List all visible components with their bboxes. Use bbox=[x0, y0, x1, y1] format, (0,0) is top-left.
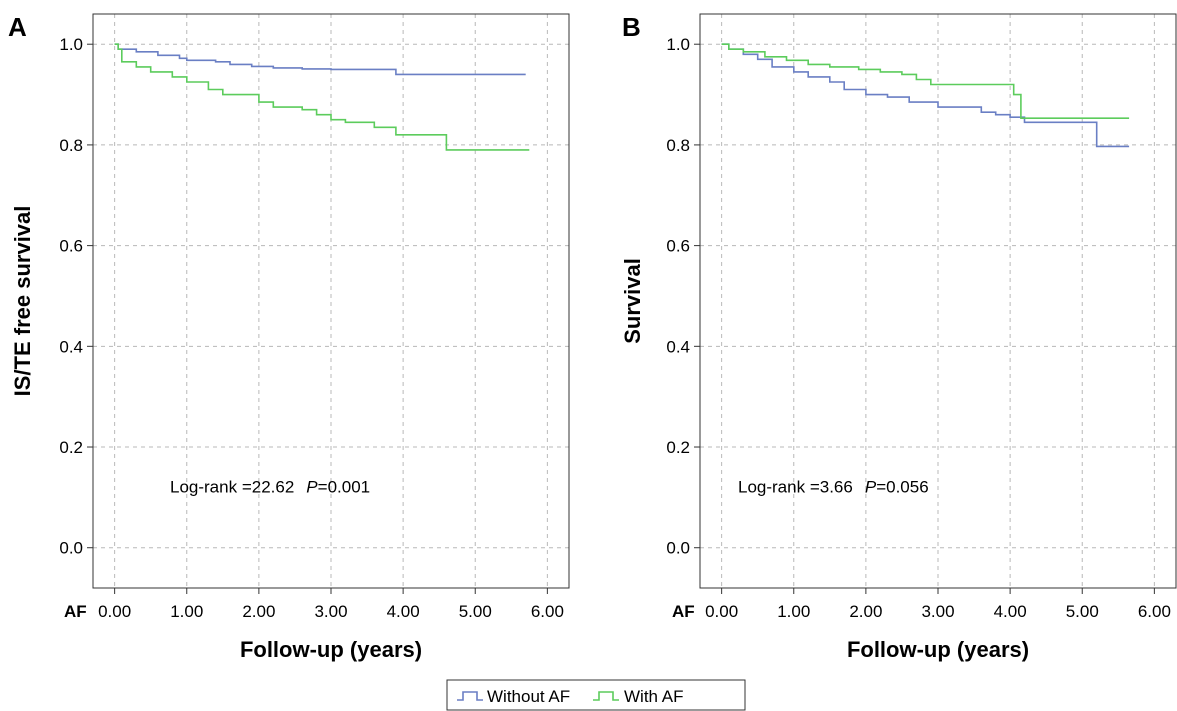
log-rank-value: Log-rank =3.66 bbox=[738, 477, 853, 496]
legend-label-with-af: With AF bbox=[624, 687, 684, 706]
x-tick-label: 2.00 bbox=[849, 602, 882, 621]
x-tick-label: 6.00 bbox=[531, 602, 564, 621]
y-axis-title: IS/TE free survival bbox=[10, 206, 35, 397]
panel-b: 0.0 0.2 0.4 0.6 0.8 1.0 0.00 1.00 2.00 3.00 4.00 5.… bbox=[620, 12, 1177, 662]
legend-label-without-af: Without AF bbox=[487, 687, 570, 706]
x-tick-label: 3.00 bbox=[921, 602, 954, 621]
x-tick-label: 5.00 bbox=[459, 602, 492, 621]
y-tick-label: 0.4 bbox=[59, 337, 83, 356]
plot-frame bbox=[699, 13, 1177, 589]
x-tick-label: 4.00 bbox=[387, 602, 420, 621]
legend: Without AF With AF bbox=[446, 679, 746, 711]
panel-letter: A bbox=[8, 12, 27, 42]
p-label: P bbox=[306, 477, 318, 496]
x-tick-label: 1.00 bbox=[170, 602, 203, 621]
y-tick-label: 0.8 bbox=[59, 136, 83, 155]
legend-box bbox=[446, 679, 746, 711]
log-rank-value: Log-rank =22.62 bbox=[170, 477, 294, 496]
at-risk-label: AF bbox=[672, 602, 695, 621]
y-axis-title: Survival bbox=[620, 258, 645, 344]
x-tick-label: 5.00 bbox=[1066, 602, 1099, 621]
series-line-with-af bbox=[721, 43, 1130, 119]
x-tick-label: 4.00 bbox=[994, 602, 1027, 621]
x-tick-label: 2.00 bbox=[242, 602, 275, 621]
y-tick-label: 0.6 bbox=[59, 237, 83, 256]
legend-swatch-with-af bbox=[593, 691, 619, 701]
y-tick-label: 1.0 bbox=[666, 35, 690, 54]
x-tick-label: 0.00 bbox=[98, 602, 131, 621]
y-tick-label: 0.0 bbox=[59, 539, 83, 558]
x-tick-label: 0.00 bbox=[705, 602, 738, 621]
y-tick-label: 0.2 bbox=[59, 438, 83, 457]
x-axis-title: Follow-up (years) bbox=[847, 637, 1029, 662]
x-tick-label: 1.00 bbox=[777, 602, 810, 621]
log-rank-annotation: Log-rank =22.62 P=0.001 bbox=[170, 477, 370, 496]
x-axis-title: Follow-up (years) bbox=[240, 637, 422, 662]
y-tick-label: 0.8 bbox=[666, 136, 690, 155]
y-tick-label: 1.0 bbox=[59, 35, 83, 54]
p-label: P bbox=[865, 477, 877, 496]
x-tick-label: 6.00 bbox=[1138, 602, 1171, 621]
legend-swatch-without-af bbox=[457, 691, 483, 701]
log-rank-annotation: Log-rank =3.66 P=0.056 bbox=[738, 477, 929, 496]
y-tick-label: 0.4 bbox=[666, 337, 690, 356]
series-line-with-af bbox=[114, 43, 530, 151]
series-line-without-af bbox=[114, 43, 526, 76]
y-tick-label: 0.0 bbox=[666, 539, 690, 558]
p-value: =0.056 bbox=[876, 477, 928, 496]
panel-letter: B bbox=[622, 12, 641, 42]
p-value: =0.001 bbox=[318, 477, 370, 496]
at-risk-label: AF bbox=[64, 602, 87, 621]
y-tick-label: 0.6 bbox=[666, 237, 690, 256]
plot-frame bbox=[92, 13, 570, 589]
x-tick-label: 3.00 bbox=[314, 602, 347, 621]
series-line-without-af bbox=[721, 43, 1130, 148]
y-tick-label: 0.2 bbox=[666, 438, 690, 457]
panel-a: 0.0 0.2 0.4 0.6 0.8 1.0 0.00 1.00 2.00 3.00 4.00 5.… bbox=[8, 12, 570, 662]
